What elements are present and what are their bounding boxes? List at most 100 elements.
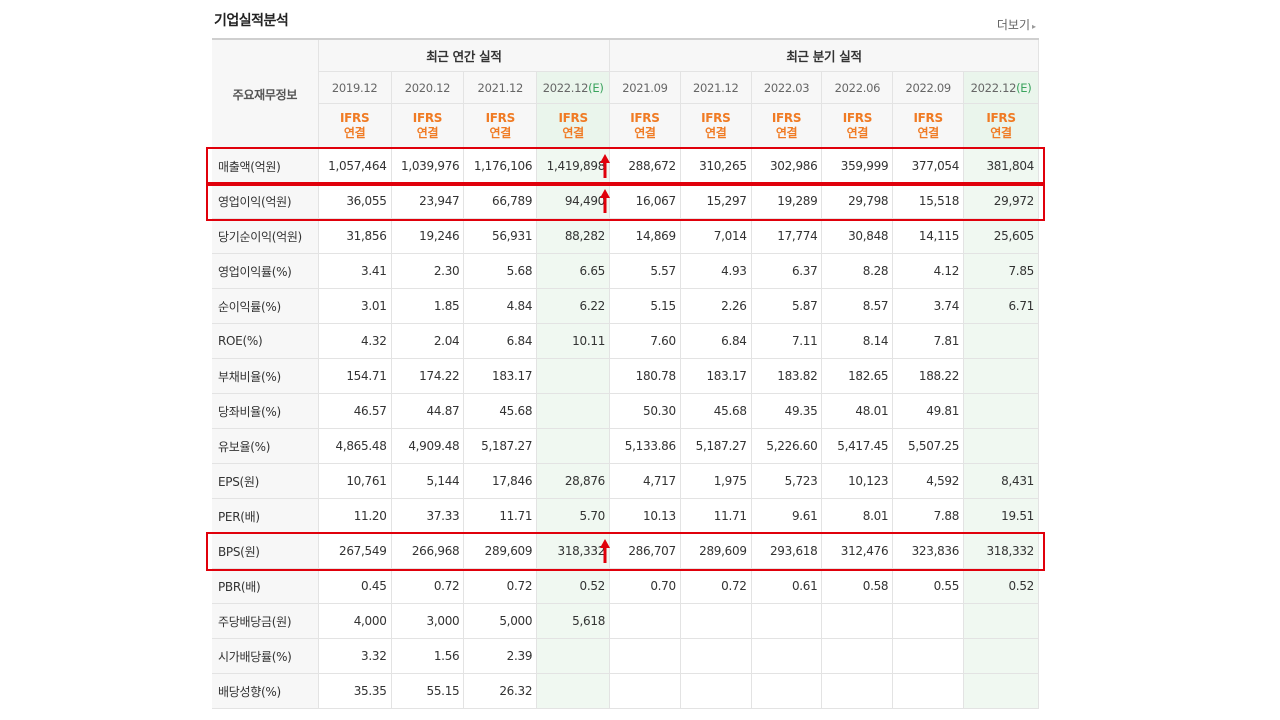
ifrs-line2: 연결 [343, 126, 366, 140]
ifrs-badge: IFRS 연결 [463, 103, 538, 149]
up-arrow-icon [599, 153, 610, 178]
annual-value-cell [536, 428, 611, 464]
ifrs-line2: 연결 [917, 126, 939, 140]
quarterly-value-cell [821, 638, 894, 674]
annual-value-cell: 266,968 [391, 533, 465, 569]
annual-value-cell: 4,000 [318, 603, 392, 639]
ifrs-badge: IFRS 연결 [892, 103, 965, 149]
row-label: 매출액(억원) [212, 148, 319, 184]
table-row: 배당성향(%) 35.35 55.15 26.32 [212, 673, 1039, 709]
annual-value-cell: 36,055 [318, 183, 392, 219]
quarterly-value-cell: 10,123 [821, 463, 894, 499]
annual-value-cell: 3.32 [318, 638, 392, 674]
annual-value-cell: 11.20 [318, 498, 392, 534]
row-label: 배당성향(%) [212, 673, 319, 709]
ifrs-badge: IFRS 연결 [318, 103, 392, 149]
quarterly-value-cell: 7.88 [892, 498, 965, 534]
period-date: 2022.06 [834, 80, 881, 95]
period-header-quarterly: 2021.09 [609, 71, 681, 104]
quarterly-value-cell: 183.17 [680, 358, 752, 394]
ifrs-line2: 연결 [705, 126, 727, 140]
ifrs-line1: IFRS [412, 111, 443, 125]
annual-value-cell: 5,187.27 [463, 428, 538, 464]
annual-value-cell: 26.32 [463, 673, 538, 709]
arrow-shaft [603, 161, 607, 178]
quarterly-value-cell: 377,054 [892, 148, 965, 184]
annual-value-cell: 56,931 [463, 218, 538, 254]
row-label: BPS(원) [212, 533, 319, 569]
quarterly-value-cell: 15,297 [680, 183, 752, 219]
period-date: 2020.12 [404, 80, 451, 95]
table-row: PER(배) 11.20 37.33 11.71 5.70 10.13 11.71 9.61 8… [212, 498, 1039, 534]
ifrs-badge: IFRS 연결 [609, 103, 681, 149]
table-row: 시가배당률(%) 3.32 1.56 2.39 [212, 638, 1039, 674]
period-header-annual: 2022.12(E) [536, 71, 611, 104]
quarterly-value-cell [680, 673, 752, 709]
quarterly-value-cell: 11.71 [680, 498, 752, 534]
ifrs-line1: IFRS [913, 111, 944, 125]
quarterly-value-cell [680, 638, 752, 674]
ifrs-line2: 연결 [634, 126, 656, 140]
row-label: 시가배당률(%) [212, 638, 319, 674]
annual-value-cell: 1,039,976 [391, 148, 465, 184]
annual-value-cell: 5,000 [463, 603, 538, 639]
quarterly-value-cell [892, 638, 965, 674]
annual-value-cell: 44.87 [391, 393, 465, 429]
annual-value-cell: 0.72 [391, 568, 465, 604]
quarterly-value-cell [963, 673, 1039, 709]
quarterly-value-cell: 14,115 [892, 218, 965, 254]
table-row: BPS(원) 267,549 266,968 289,609 318,332 286,70… [212, 533, 1039, 569]
table-row: 당좌비율(%) 46.57 44.87 45.68 50.30 45.68 49.35 48.… [212, 393, 1039, 429]
table-row: 당기순이익(억원) 31,856 19,246 56,931 88,282 14,869 7… [212, 218, 1039, 254]
ifrs-line1: IFRS [701, 111, 731, 125]
table-row: EPS(원) 10,761 5,144 17,846 28,876 4,717 1,975 5… [212, 463, 1039, 499]
ifrs-line1: IFRS [771, 111, 802, 125]
annual-value-cell: 3,000 [391, 603, 465, 639]
quarterly-value-cell: 293,618 [751, 533, 823, 569]
quarterly-value-cell: 15,518 [892, 183, 965, 219]
header-group-row: 주요재무정보 최근 연간 실적 최근 분기 실적 [212, 38, 1039, 149]
arrow-head [599, 153, 610, 163]
annual-value-cell: 1,419,898 [536, 148, 611, 184]
quarterly-value-cell: 16,067 [609, 183, 681, 219]
quarterly-value-cell: 3.74 [892, 288, 965, 324]
quarterly-value-cell: 9.61 [751, 498, 823, 534]
annual-value-cell: 31,856 [318, 218, 392, 254]
annual-value-cell: 4.84 [463, 288, 538, 324]
quarterly-value-cell: 0.61 [751, 568, 823, 604]
period-header-quarterly: 2022.12(E) [963, 71, 1039, 104]
quarterly-value-cell [609, 638, 681, 674]
quarterly-value-cell: 14,869 [609, 218, 681, 254]
quarterly-value-cell: 288,672 [609, 148, 681, 184]
quarterly-value-cell: 5,133.86 [609, 428, 681, 464]
period-date: 2021.09 [622, 80, 668, 95]
ifrs-line2: 연결 [846, 126, 869, 140]
up-arrow-icon [599, 538, 610, 563]
annual-value-cell: 6.84 [463, 323, 538, 359]
annual-value-cell: 94,490 [536, 183, 611, 219]
quarterly-value-cell: 0.52 [963, 568, 1039, 604]
annual-value-cell [536, 393, 611, 429]
period-header-annual: 2021.12 [463, 71, 538, 104]
quarterly-value-cell [963, 358, 1039, 394]
more-link[interactable]: 더보기 ▸ [997, 16, 1036, 33]
quarterly-value-cell: 2.26 [680, 288, 752, 324]
row-label: 순이익률(%) [212, 288, 319, 324]
quarterly-value-cell: 8.14 [821, 323, 894, 359]
quarterly-value-cell: 49.35 [751, 393, 823, 429]
row-label: EPS(원) [212, 463, 319, 499]
quarterly-value-cell: 48.01 [821, 393, 894, 429]
annual-value-cell: 37.33 [391, 498, 465, 534]
row-label: 당좌비율(%) [212, 393, 319, 429]
quarterly-value-cell: 4.12 [892, 253, 965, 289]
ifrs-line2: 연결 [990, 126, 1012, 140]
annual-value-cell: 28,876 [536, 463, 611, 499]
quarterly-value-cell: 49.81 [892, 393, 965, 429]
period-header-quarterly: 2021.12 [680, 71, 752, 104]
quarterly-value-cell: 29,798 [821, 183, 894, 219]
row-label: 영업이익(억원) [212, 183, 319, 219]
annual-value-cell: 0.45 [318, 568, 392, 604]
quarterly-value-cell: 8.57 [821, 288, 894, 324]
section-title: 기업실적분석 [214, 13, 289, 29]
quarterly-value-cell: 10.13 [609, 498, 681, 534]
